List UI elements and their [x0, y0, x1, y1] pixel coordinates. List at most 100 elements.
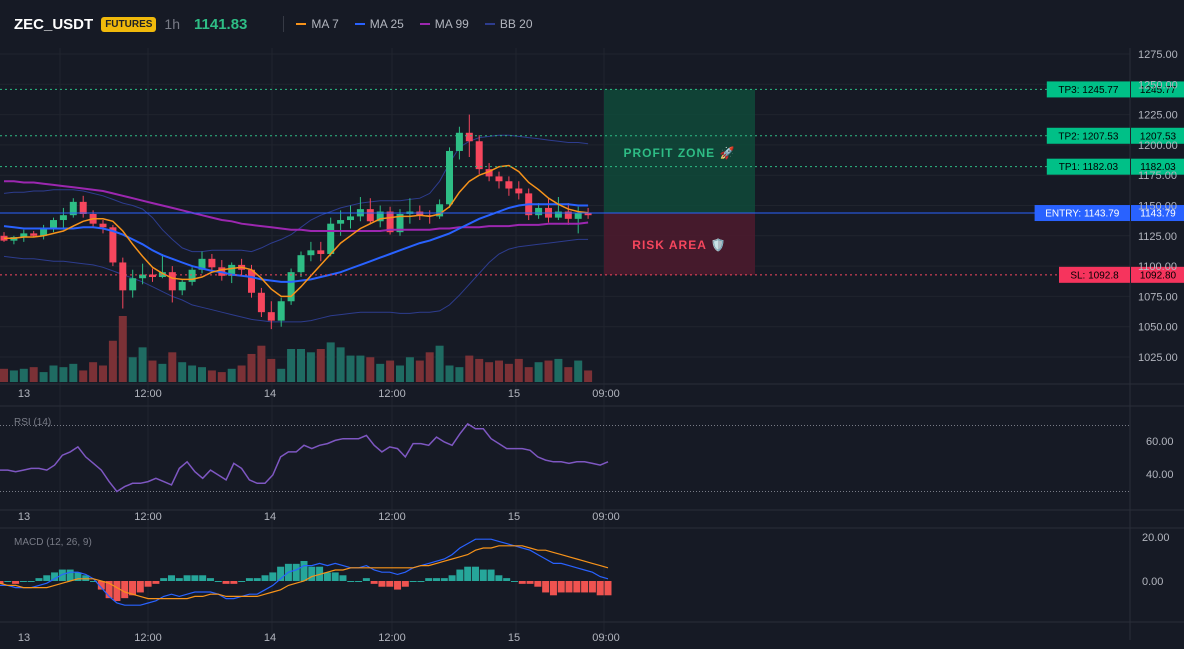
macd-histogram-bar — [222, 581, 230, 584]
candle-body — [505, 181, 513, 189]
volume-bar — [445, 365, 454, 382]
volume-bar — [366, 357, 375, 382]
macd-histogram-bar — [440, 578, 448, 581]
candle-body — [149, 274, 156, 278]
grid-lines — [0, 48, 1184, 640]
volume-bar — [128, 357, 137, 382]
macd-histogram-bar — [331, 572, 339, 581]
volume-bar — [69, 363, 78, 382]
macd-histogram-bar — [479, 569, 487, 581]
macd-histogram-bar — [12, 581, 20, 584]
macd-histogram-bar — [573, 581, 581, 593]
volume-bar — [277, 368, 286, 382]
volume-bar — [504, 363, 513, 382]
time-tick-label: 13 — [18, 511, 30, 523]
volume-bar — [257, 345, 266, 382]
legend-bb20-label: BB 20 — [499, 17, 533, 31]
volume-bar — [326, 342, 335, 382]
volume-bar — [386, 360, 395, 382]
volume-bar — [168, 352, 177, 382]
time-tick-label: 09:00 — [592, 388, 620, 400]
volume-bar — [495, 360, 503, 382]
legend-ma25[interactable]: MA 25 — [354, 17, 404, 31]
volume-bar — [554, 358, 563, 382]
macd-histogram-bar — [355, 581, 363, 582]
rsi-pane: RSI (14) — [0, 417, 1130, 493]
macd-histogram-bar — [581, 581, 589, 593]
candle-body — [455, 132, 463, 151]
tp1-tag-bg — [1046, 158, 1130, 175]
ma7-line — [4, 164, 589, 298]
candle-body — [396, 213, 404, 233]
volume-bar — [584, 370, 593, 382]
volume-bar — [405, 357, 414, 382]
macd-histogram-bar — [495, 575, 503, 581]
legend-ma7[interactable]: MA 7 — [296, 17, 339, 31]
macd-histogram-bar — [144, 581, 152, 587]
macd-histogram-bar — [43, 575, 51, 581]
candle-body — [446, 150, 453, 205]
time-tick-label: 15 — [508, 388, 520, 400]
legend-bb20[interactable]: BB 20 — [484, 17, 533, 31]
volume-bar — [89, 362, 98, 382]
volume-bar — [485, 362, 494, 382]
macd-histogram-bar — [97, 581, 105, 590]
rsi-tick-label: 60.00 — [1146, 436, 1174, 448]
candle-body — [317, 250, 325, 254]
macd-line — [0, 538, 609, 606]
time-tick-label: 12:00 — [378, 632, 406, 644]
macd-histogram-bar — [596, 581, 604, 596]
futures-badge: FUTURES — [101, 16, 157, 32]
time-tick-label: 12:00 — [134, 632, 162, 644]
tp3-price-bg — [1131, 81, 1184, 98]
volume-bar — [425, 352, 434, 382]
macd-histogram-bar — [230, 581, 238, 584]
volume-bar — [148, 360, 157, 382]
last-price: 1141.83 — [194, 15, 248, 33]
trade-zones: PROFIT ZONE 🚀 RISK AREA 🛡️ — [604, 89, 755, 275]
candle-body — [564, 211, 572, 219]
volume-bar — [198, 367, 206, 382]
ma99-line — [4, 180, 589, 232]
macd-histogram-bar — [549, 581, 557, 596]
tp1-tag-label: TP1: 1182.03 — [1059, 162, 1119, 173]
axes: 1275.00 1250.00 1225.00 1200.00 1175.00 1150.… — [18, 49, 1178, 644]
tp2-price-bg — [1131, 127, 1184, 144]
macd-histogram-bar — [66, 569, 74, 581]
symbol-name[interactable]: ZEC_USDT — [14, 15, 94, 33]
macd-histogram-bar — [409, 581, 417, 582]
timeframe-label[interactable]: 1h — [164, 16, 180, 32]
macd-histogram-bar — [105, 581, 113, 599]
legend-ma99[interactable]: MA 99 — [419, 17, 469, 31]
macd-histogram-bar — [51, 572, 59, 581]
chart-header: ZEC_USDT FUTURES 1h 1141.83 MA 7 MA 25 M… — [0, 0, 1184, 48]
volume-bar — [178, 362, 187, 382]
candle-body — [465, 132, 473, 142]
macd-histogram-bar — [401, 581, 409, 587]
macd-histogram-bar — [269, 572, 277, 581]
volume-bar — [524, 367, 533, 382]
volume-bar — [207, 370, 216, 382]
volume-bar — [514, 358, 523, 382]
price-tick-label: 1075.00 — [1138, 291, 1178, 303]
macd-histogram-bar — [417, 581, 425, 582]
entry-price-value: 1143.79 — [1140, 209, 1176, 220]
ma25-swatch-icon — [354, 23, 365, 25]
tp3-price-value: 1245.77 — [1140, 85, 1177, 96]
macd-histogram-bar — [206, 578, 214, 581]
candle-body — [139, 274, 147, 279]
candle-body — [347, 216, 354, 221]
entry-tag-bg — [1034, 205, 1130, 222]
time-tick-label: 13 — [18, 632, 30, 644]
ma25-line — [3, 203, 589, 283]
volume-bar — [49, 365, 58, 382]
sl-price-value: 1092.80 — [1140, 270, 1177, 281]
macd-histogram-bar — [518, 581, 526, 584]
macd-histogram-bar — [82, 575, 90, 581]
macd-histogram-bar — [448, 575, 456, 581]
macd-tick-label: 20.00 — [1142, 532, 1170, 544]
candle-body — [40, 228, 48, 236]
macd-histogram-bar — [456, 569, 464, 581]
macd-histogram-bar — [121, 581, 129, 599]
